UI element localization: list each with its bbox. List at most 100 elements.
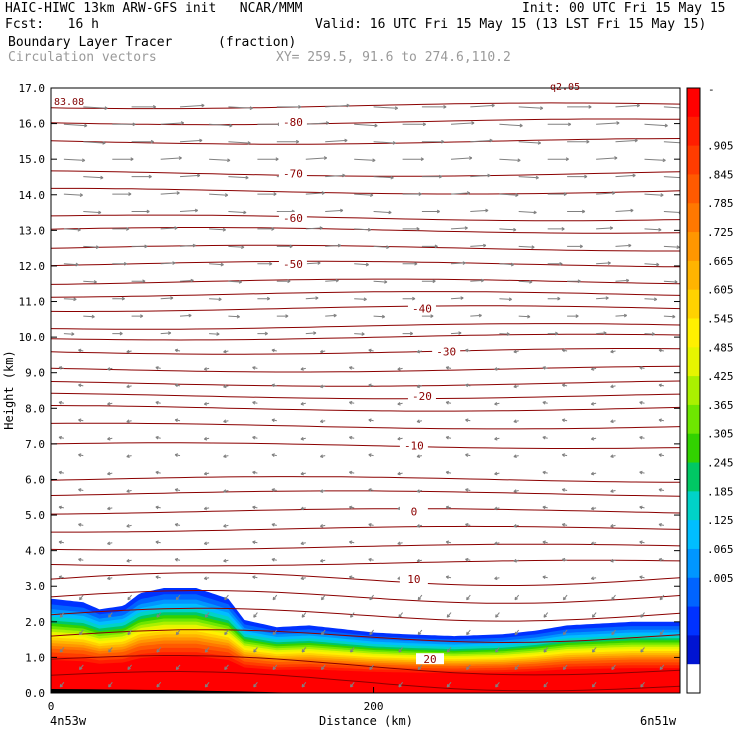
isotherm-line xyxy=(51,629,680,644)
terrain xyxy=(51,689,300,693)
vector-arrow xyxy=(543,681,549,688)
vector-arrow xyxy=(445,575,452,579)
vector-arrow xyxy=(131,314,144,319)
vector-arrow xyxy=(301,681,307,688)
isotherm-line xyxy=(51,365,680,373)
y-tick-label: 11.0 xyxy=(19,296,46,309)
vector-arrow xyxy=(83,245,100,250)
vector-arrow xyxy=(272,594,278,601)
vector-arrow xyxy=(301,647,307,653)
vector-arrow xyxy=(223,524,229,528)
vector-arrow xyxy=(252,575,258,579)
field-name: Boundary Layer Tracer xyxy=(8,35,173,50)
vector-arrow xyxy=(513,349,519,354)
vector-arrow xyxy=(174,453,181,457)
vector-arrow xyxy=(639,470,645,475)
vector-arrow xyxy=(590,402,597,406)
vector-arrow xyxy=(450,121,475,125)
vector-arrow xyxy=(58,435,64,440)
vector-arrow xyxy=(615,278,630,283)
isotherm-line xyxy=(51,227,680,234)
vector-arrow xyxy=(518,141,542,145)
vector-arrow xyxy=(320,629,326,636)
vector-arrow xyxy=(644,262,660,267)
vector-arrow xyxy=(561,523,568,527)
vector-arrow xyxy=(663,210,680,215)
vector-arrow xyxy=(639,435,645,440)
vector-arrow xyxy=(320,594,326,601)
vector-arrow xyxy=(253,681,258,688)
vector-arrow xyxy=(547,227,565,231)
vector-arrow xyxy=(83,280,97,284)
vector-arrow xyxy=(470,103,495,108)
vector-arrow xyxy=(494,367,500,371)
vector-arrow xyxy=(373,175,394,180)
colorbar-swatch xyxy=(687,88,700,118)
vector-label: Circulation vectors xyxy=(8,50,157,65)
isotherm-line xyxy=(51,333,680,341)
vector-arrow xyxy=(107,367,113,371)
vector-arrow xyxy=(368,348,374,353)
vector-arrow xyxy=(203,541,210,546)
vector-arrow xyxy=(402,261,418,266)
x-start-label: 4n53w xyxy=(50,714,87,728)
colorbar-label: .185 xyxy=(707,485,734,498)
vector-arrow xyxy=(107,436,113,441)
vector-arrow xyxy=(494,506,500,511)
vector-arrow xyxy=(368,418,374,423)
vector-arrow xyxy=(209,193,229,197)
vector-arrow xyxy=(59,647,65,653)
vector-arrow xyxy=(252,505,258,510)
vector-arrow xyxy=(610,558,616,563)
vector-arrow xyxy=(663,280,678,284)
vector-arrow xyxy=(450,156,473,160)
vector-arrow xyxy=(78,488,84,492)
colorbar-swatch xyxy=(687,232,700,262)
y-tick-label: 9.0 xyxy=(25,367,45,380)
vector-arrow xyxy=(495,681,500,688)
vector-arrow xyxy=(644,123,668,128)
vector-arrow xyxy=(663,106,680,109)
colorbar-label: .125 xyxy=(707,514,734,527)
vector-arrow xyxy=(63,193,83,197)
isotherm-line xyxy=(51,422,680,430)
vector-arrow xyxy=(658,348,664,353)
vector-arrow xyxy=(499,297,512,302)
vector-arrow xyxy=(416,454,422,458)
vector-arrow xyxy=(591,647,597,653)
vector-arrow xyxy=(368,557,374,562)
vector-arrow xyxy=(495,612,500,618)
vector-arrow xyxy=(640,612,645,618)
colorbar-top-mark: - xyxy=(708,83,715,96)
vector-arrow xyxy=(179,278,194,283)
vector-arrow xyxy=(499,332,510,336)
x-tick-label: 200 xyxy=(364,700,384,713)
vector-arrow xyxy=(373,210,392,215)
vector-arrow xyxy=(615,103,640,108)
vector-arrow xyxy=(445,366,452,370)
vector-arrow xyxy=(203,471,210,476)
vector-arrow xyxy=(398,612,403,618)
vector-arrow xyxy=(79,629,84,636)
contour-label-bg xyxy=(432,345,461,357)
vector-arrow xyxy=(224,629,229,636)
vector-arrow xyxy=(228,245,245,250)
contour-label-bg xyxy=(278,167,307,179)
y-tick-label: 12.0 xyxy=(19,260,46,273)
vector-arrow xyxy=(450,226,468,230)
vector-arrow xyxy=(470,243,487,248)
vector-arrow xyxy=(494,576,500,581)
vector-arrow xyxy=(174,348,181,353)
vector-arrow xyxy=(547,296,561,301)
vector-arrow xyxy=(543,647,549,653)
vector-arrow xyxy=(325,103,350,108)
colorbar-label: .305 xyxy=(707,428,734,441)
vector-arrow xyxy=(596,156,618,160)
vector-arrow xyxy=(450,331,462,335)
isotherm-line xyxy=(51,508,680,515)
colorbar-label: .605 xyxy=(707,284,734,297)
isotherm-line xyxy=(51,543,680,551)
vector-arrow xyxy=(547,261,563,266)
contour-label-bg xyxy=(399,573,428,585)
colorbar-swatch xyxy=(687,433,700,464)
